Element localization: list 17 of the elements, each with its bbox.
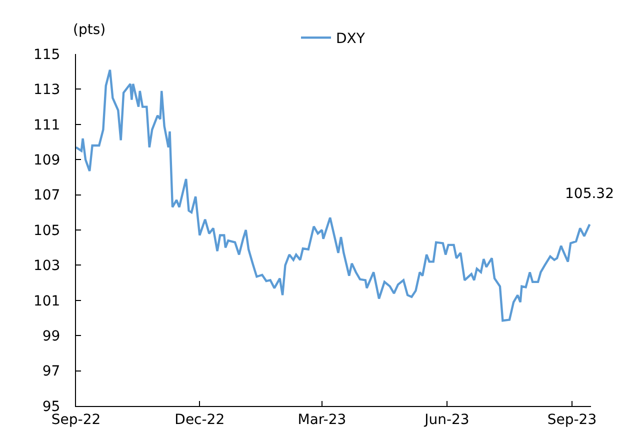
y-tick-label: 103 <box>33 258 60 274</box>
y-tick-label: 101 <box>33 293 60 310</box>
y-tick-label: 105 <box>33 222 60 239</box>
x-tick-label: Jun-23 <box>424 412 470 428</box>
y-tick-label: 113 <box>33 82 60 98</box>
y-tick-label: 99 <box>42 328 60 344</box>
y-tick-label: 111 <box>33 117 60 134</box>
y-tick-label: 107 <box>33 188 60 204</box>
x-tick-label: Sep-23 <box>547 412 597 428</box>
y-tick-label: 97 <box>42 364 60 380</box>
legend-label: DXY <box>336 31 366 48</box>
y-axis-title: (pts) <box>73 22 106 38</box>
y-tick-label: 115 <box>33 46 60 63</box>
x-tick-label: Dec-22 <box>174 412 225 428</box>
y-tick-label: 109 <box>33 152 60 168</box>
annotation: 105.32 <box>565 186 614 202</box>
x-tick-label: Mar-23 <box>298 412 346 428</box>
